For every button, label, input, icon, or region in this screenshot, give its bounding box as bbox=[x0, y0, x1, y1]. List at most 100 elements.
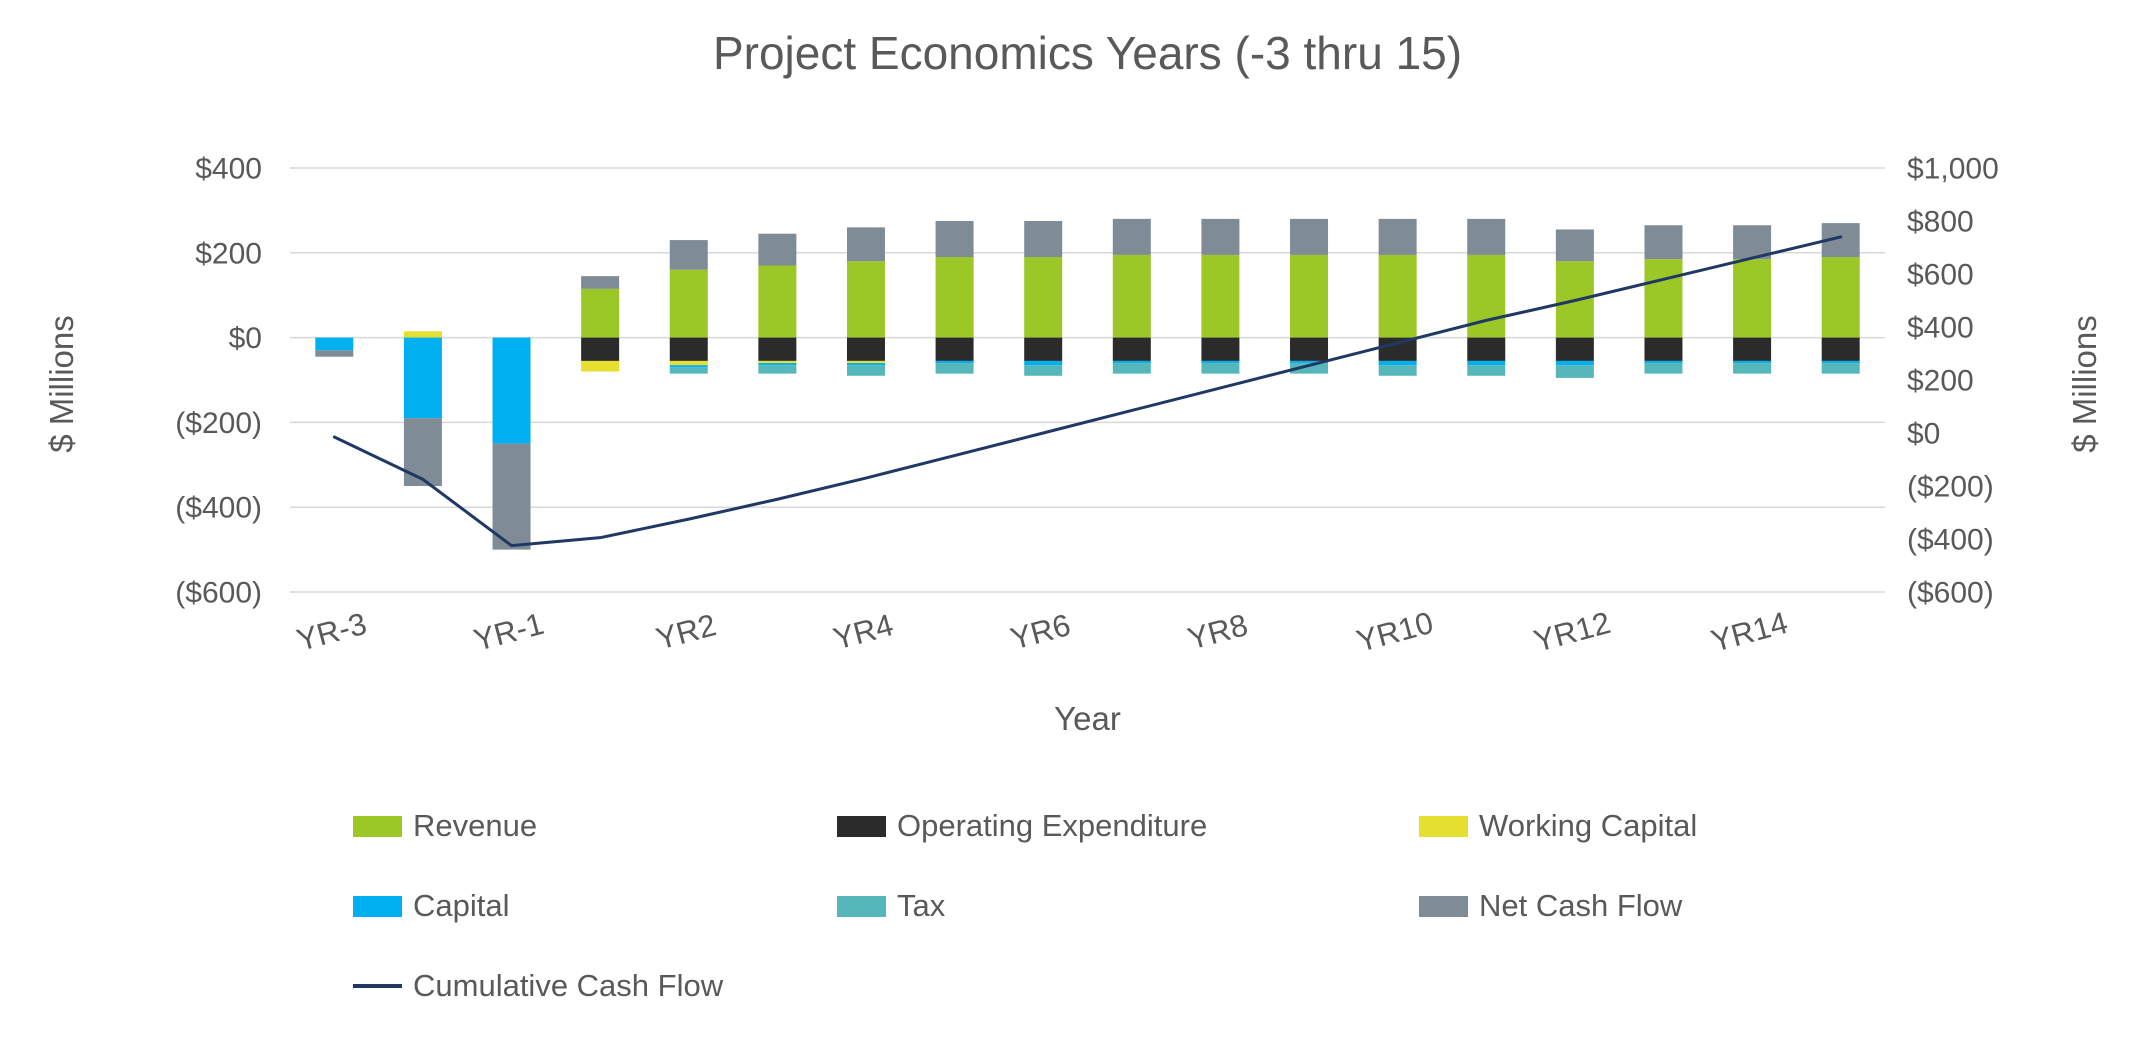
bar-segment-tax bbox=[758, 365, 797, 374]
x-axis-tick-label: YR4 bbox=[830, 607, 897, 656]
bar-segment-revenue bbox=[1733, 259, 1772, 338]
bar-segment-revenue bbox=[1644, 259, 1683, 338]
bar-segment-tax bbox=[1733, 363, 1772, 374]
bar-segment-capital bbox=[846, 363, 885, 366]
bar-segment-working-capital bbox=[758, 360, 797, 364]
bar-segment-capital bbox=[935, 360, 974, 364]
legend-label: Cumulative Cash Flow bbox=[413, 968, 724, 1003]
bar-segment-operating-expenditure bbox=[846, 337, 885, 361]
x-axis-tick-label: YR10 bbox=[1353, 605, 1437, 659]
legend-label: Operating Expenditure bbox=[897, 808, 1208, 843]
bar-segment-operating-expenditure bbox=[581, 337, 620, 361]
x-axis-tick-label: YR2 bbox=[652, 607, 719, 656]
bar-segment-tax bbox=[1112, 363, 1151, 374]
bar-segment-operating-expenditure bbox=[1555, 337, 1594, 361]
bar-segment-operating-expenditure bbox=[935, 337, 974, 361]
bar-segment-operating-expenditure bbox=[1733, 337, 1772, 361]
bar-segment-tax bbox=[1644, 363, 1683, 374]
bar-segment-tax bbox=[1290, 363, 1329, 374]
bar-segment-revenue bbox=[1112, 254, 1151, 338]
left-axis-tick-label: $200 bbox=[195, 237, 262, 270]
right-axis-tick-label: ($400) bbox=[1907, 524, 1994, 557]
x-axis-tick-label: YR8 bbox=[1184, 607, 1251, 656]
bar-segment-operating-expenditure bbox=[1290, 337, 1329, 361]
bar-segment-tax bbox=[846, 365, 885, 376]
bar-segment-tax bbox=[1024, 365, 1063, 376]
right-axis-tick-label: $0 bbox=[1907, 418, 1940, 451]
bar-segment-capital bbox=[1378, 360, 1417, 366]
bar-segment-tax bbox=[1467, 365, 1506, 376]
cumulative-cash-flow-line bbox=[332, 235, 1843, 548]
bar-segment-tax bbox=[669, 367, 708, 374]
bar-segment-net-cash-flow bbox=[1201, 218, 1240, 255]
bar-segment-capital bbox=[1644, 360, 1683, 364]
bar-segment-net-cash-flow bbox=[669, 240, 708, 270]
capital-swatch-icon bbox=[353, 895, 402, 917]
right-axis-tick-label: $800 bbox=[1907, 206, 1974, 239]
bar-segment-capital bbox=[403, 337, 442, 419]
revenue-swatch-icon bbox=[353, 815, 402, 837]
legend-label: Net Cash Flow bbox=[1479, 888, 1683, 923]
chart-title: Project Economics Years (-3 thru 15) bbox=[712, 27, 1463, 79]
bar-segment-operating-expenditure bbox=[1821, 337, 1860, 361]
right-axis-tick-label: $200 bbox=[1907, 365, 1974, 398]
x-axis-title: Year bbox=[1054, 700, 1121, 737]
left-axis-tick-label: ($400) bbox=[175, 492, 262, 525]
bar-segment-revenue bbox=[1378, 254, 1417, 338]
cumulative-cash-flow-line-swatch-icon bbox=[353, 984, 402, 988]
legend-label: Working Capital bbox=[1479, 808, 1698, 843]
bar-segment-tax bbox=[935, 363, 974, 374]
bar-segment-net-cash-flow bbox=[403, 418, 442, 486]
bar-segment-capital bbox=[1024, 360, 1063, 366]
bar-segment-operating-expenditure bbox=[758, 337, 797, 361]
bar-segment-tax bbox=[1378, 365, 1417, 376]
legend: Revenue Operating Expenditure Working Ca… bbox=[353, 808, 1697, 1004]
bar-segment-capital bbox=[1555, 360, 1594, 366]
bar-segment-tax bbox=[1555, 365, 1594, 378]
legend-item-cumulative-cash-flow: Cumulative Cash Flow bbox=[353, 968, 837, 1004]
bar-segment-capital bbox=[1201, 360, 1240, 364]
bar-segment-revenue bbox=[1201, 254, 1240, 338]
bar-segment-working-capital bbox=[581, 360, 620, 372]
bar-segment-revenue bbox=[758, 265, 797, 338]
working-capital-swatch-icon bbox=[1419, 815, 1468, 837]
right-axis-tick-label: ($200) bbox=[1907, 471, 1994, 504]
x-axis-tick-label: YR6 bbox=[1007, 607, 1074, 656]
bar-segment-net-cash-flow bbox=[315, 350, 354, 357]
bar-segment-revenue bbox=[1821, 257, 1860, 338]
bar-segment-operating-expenditure bbox=[1201, 337, 1240, 361]
operating-expenditure-swatch-icon bbox=[837, 815, 886, 837]
left-axis-tick-label: $400 bbox=[195, 153, 262, 186]
bar-segment-net-cash-flow bbox=[1290, 218, 1329, 255]
legend-label: Revenue bbox=[413, 808, 538, 843]
legend-label: Capital bbox=[413, 888, 510, 923]
bar-segment-operating-expenditure bbox=[1112, 337, 1151, 361]
left-axis-tick-label: ($600) bbox=[175, 577, 262, 610]
bar-segment-net-cash-flow bbox=[1644, 225, 1683, 260]
right-axis-tick-label: ($600) bbox=[1907, 577, 1994, 610]
bar-segment-net-cash-flow bbox=[492, 443, 531, 550]
right-axis-tick-label: $1,000 bbox=[1907, 153, 1999, 186]
bar-segment-revenue bbox=[1290, 254, 1329, 338]
bar-segment-net-cash-flow bbox=[935, 221, 974, 258]
legend-item-tax: Tax bbox=[837, 888, 1419, 924]
bar-segment-revenue bbox=[1024, 257, 1063, 338]
bar-segment-working-capital bbox=[669, 360, 708, 366]
bar-segment-operating-expenditure bbox=[1378, 337, 1417, 361]
bar-segment-operating-expenditure bbox=[1644, 337, 1683, 361]
legend-item-operating-expenditure: Operating Expenditure bbox=[837, 808, 1419, 844]
bar-segment-capital bbox=[669, 365, 708, 368]
bar-segment-capital bbox=[1290, 360, 1329, 364]
left-axis-tick-label: ($200) bbox=[175, 407, 262, 440]
x-axis-tick-label: YR-1 bbox=[470, 606, 547, 658]
left-axis-tick-label: $0 bbox=[229, 322, 262, 355]
bar-segment-capital bbox=[315, 337, 354, 351]
bar-segment-tax bbox=[1201, 363, 1240, 374]
bar-segment-operating-expenditure bbox=[669, 337, 708, 361]
right-axis-tick-label: $400 bbox=[1907, 312, 1974, 345]
bar-segment-net-cash-flow bbox=[581, 276, 620, 289]
legend-label: Tax bbox=[897, 888, 946, 923]
legend-item-capital: Capital bbox=[353, 888, 837, 924]
legend-item-revenue: Revenue bbox=[353, 808, 837, 844]
